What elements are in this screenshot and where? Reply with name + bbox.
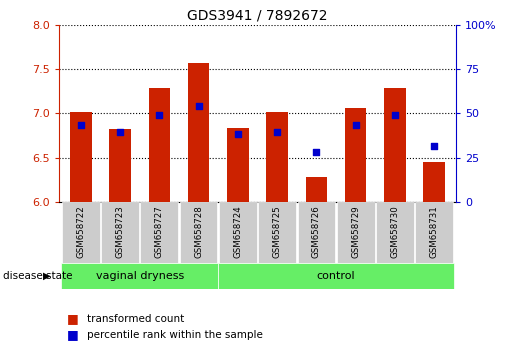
Bar xyxy=(141,202,178,263)
Bar xyxy=(305,177,327,202)
Bar xyxy=(101,202,139,263)
Bar xyxy=(345,108,367,202)
Bar xyxy=(180,202,217,263)
Bar xyxy=(148,88,170,202)
Text: GSM658726: GSM658726 xyxy=(312,205,321,258)
Text: ■: ■ xyxy=(67,328,79,341)
Point xyxy=(155,112,163,118)
Bar xyxy=(70,112,92,202)
Text: GSM658730: GSM658730 xyxy=(390,205,400,258)
Bar xyxy=(188,63,210,202)
Text: GSM658725: GSM658725 xyxy=(272,205,282,258)
Text: percentile rank within the sample: percentile rank within the sample xyxy=(87,330,263,339)
Text: disease state: disease state xyxy=(3,271,72,281)
Title: GDS3941 / 7892672: GDS3941 / 7892672 xyxy=(187,8,328,22)
Bar xyxy=(415,202,453,263)
Bar xyxy=(227,128,249,202)
Bar xyxy=(219,202,256,263)
Point xyxy=(312,149,320,155)
Text: control: control xyxy=(317,271,355,281)
Text: GSM658723: GSM658723 xyxy=(115,205,125,258)
Point xyxy=(77,122,85,127)
Bar xyxy=(259,202,296,263)
Point xyxy=(391,112,399,118)
Bar xyxy=(337,202,374,263)
Bar xyxy=(62,202,100,263)
Text: ▶: ▶ xyxy=(43,271,50,281)
Bar xyxy=(384,88,406,202)
Text: ■: ■ xyxy=(67,312,79,325)
Point xyxy=(195,103,203,109)
Bar xyxy=(218,263,454,289)
Text: GSM658729: GSM658729 xyxy=(351,205,360,257)
Text: transformed count: transformed count xyxy=(87,314,184,324)
Bar xyxy=(109,129,131,202)
Bar xyxy=(61,263,218,289)
Text: GSM658731: GSM658731 xyxy=(430,205,439,258)
Point xyxy=(430,143,438,149)
Point xyxy=(116,129,124,135)
Bar xyxy=(376,202,414,263)
Point xyxy=(273,129,281,135)
Point xyxy=(234,131,242,136)
Text: GSM658722: GSM658722 xyxy=(76,205,85,258)
Text: GSM658728: GSM658728 xyxy=(194,205,203,258)
Bar xyxy=(266,112,288,202)
Point xyxy=(352,122,360,127)
Bar xyxy=(298,202,335,263)
Text: vaginal dryness: vaginal dryness xyxy=(96,271,184,281)
Bar xyxy=(423,162,445,202)
Text: GSM658727: GSM658727 xyxy=(155,205,164,258)
Text: GSM658724: GSM658724 xyxy=(233,205,243,258)
